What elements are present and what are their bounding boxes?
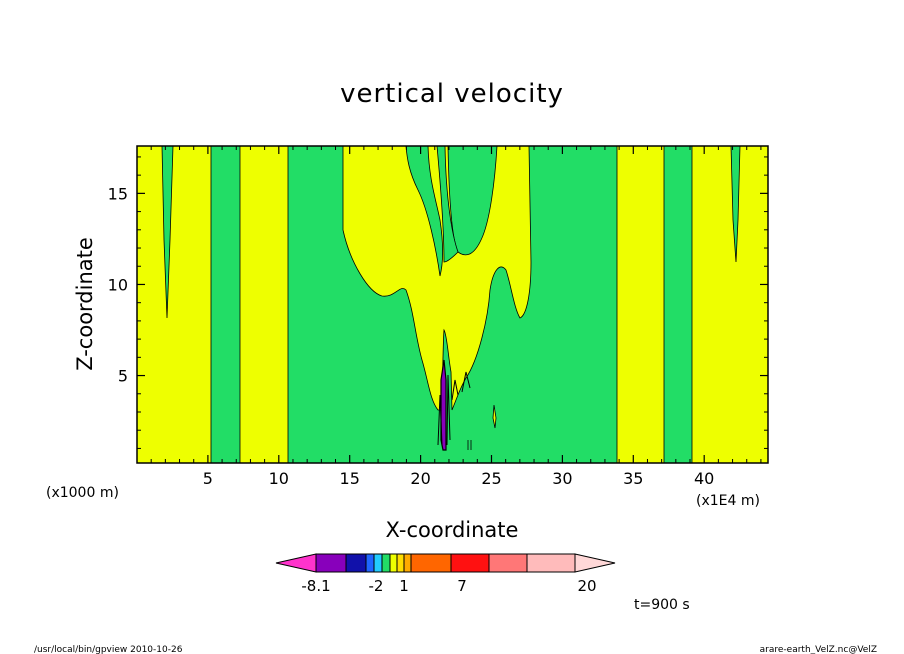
colorbar-segment: [365, 553, 375, 573]
footer-right: arare-earth_VelZ.nc@VelZ: [760, 645, 877, 654]
x-tick-label: 10: [269, 469, 289, 488]
colorbar-segment: [315, 553, 347, 573]
contour-band-green-1: [210, 146, 241, 463]
chart-title: vertical velocity: [340, 79, 564, 109]
contour-spike-green-1: [161, 146, 174, 319]
colorbar-segment: [345, 553, 367, 573]
colorbar-arrow-right: [574, 553, 616, 573]
colorbar-arrow-left: [275, 553, 317, 573]
x-unit-left: (x1000 m): [46, 485, 119, 501]
colorbar-segment: [381, 553, 391, 573]
colorbar-tick-label: 7: [457, 577, 467, 595]
colorbar-segment: [389, 553, 398, 573]
colorbar-tick-label: -8.1: [301, 577, 330, 595]
x-tick-label: 30: [552, 469, 572, 488]
contour-band-green-3: [663, 146, 693, 463]
x-axis: 5 10 15 20 25 30 35 40: [150, 146, 762, 488]
plot-frame: [136, 145, 769, 464]
colorbar-segment: [488, 553, 528, 573]
y-tick-label: 5: [118, 367, 128, 386]
colorbar: -8.1 -2 1 7 20: [275, 553, 616, 595]
y-axis-label: Z-coordinate: [73, 237, 97, 371]
y-tick-label: 15: [108, 184, 128, 203]
colorbar-tick-label: 20: [577, 577, 596, 595]
contour-core-dark: [440, 359, 447, 451]
x-tick-label: 15: [340, 469, 360, 488]
y-axis: 5 10 15: [108, 156, 768, 449]
contour-spike-green-2: [730, 146, 741, 263]
x-tick-label: 35: [623, 469, 643, 488]
x-tick-label: 5: [203, 469, 213, 488]
contour-plume-inner-green: [436, 146, 459, 263]
colorbar-tick-label: 1: [399, 577, 409, 595]
footer-left: /usr/local/bin/gpview 2010-10-26: [34, 645, 183, 654]
contour-tiny-marks: [467, 440, 472, 450]
x-tick-label: 25: [481, 469, 501, 488]
colorbar-segment: [396, 553, 405, 573]
contour-plume-yellow: [342, 146, 532, 411]
colorbar-segment: [403, 553, 412, 573]
colorbar-tick-label: -2: [369, 577, 384, 595]
y-tick-label: 10: [108, 275, 128, 294]
colorbar-segment: [373, 553, 383, 573]
contour-core-lines: [437, 371, 471, 446]
contour-field: [137, 146, 768, 463]
colorbar-segment: [526, 553, 576, 573]
x-tick-label: 40: [694, 469, 714, 488]
x-tick-label: 20: [410, 469, 430, 488]
x-unit-right: (x1E4 m): [696, 493, 760, 509]
time-label: t=900 s: [634, 597, 690, 613]
contour-small-cell: [492, 404, 497, 429]
colorbar-segment: [450, 553, 490, 573]
x-axis-label: X-coordinate: [386, 518, 519, 542]
colorbar-segment: [410, 553, 452, 573]
